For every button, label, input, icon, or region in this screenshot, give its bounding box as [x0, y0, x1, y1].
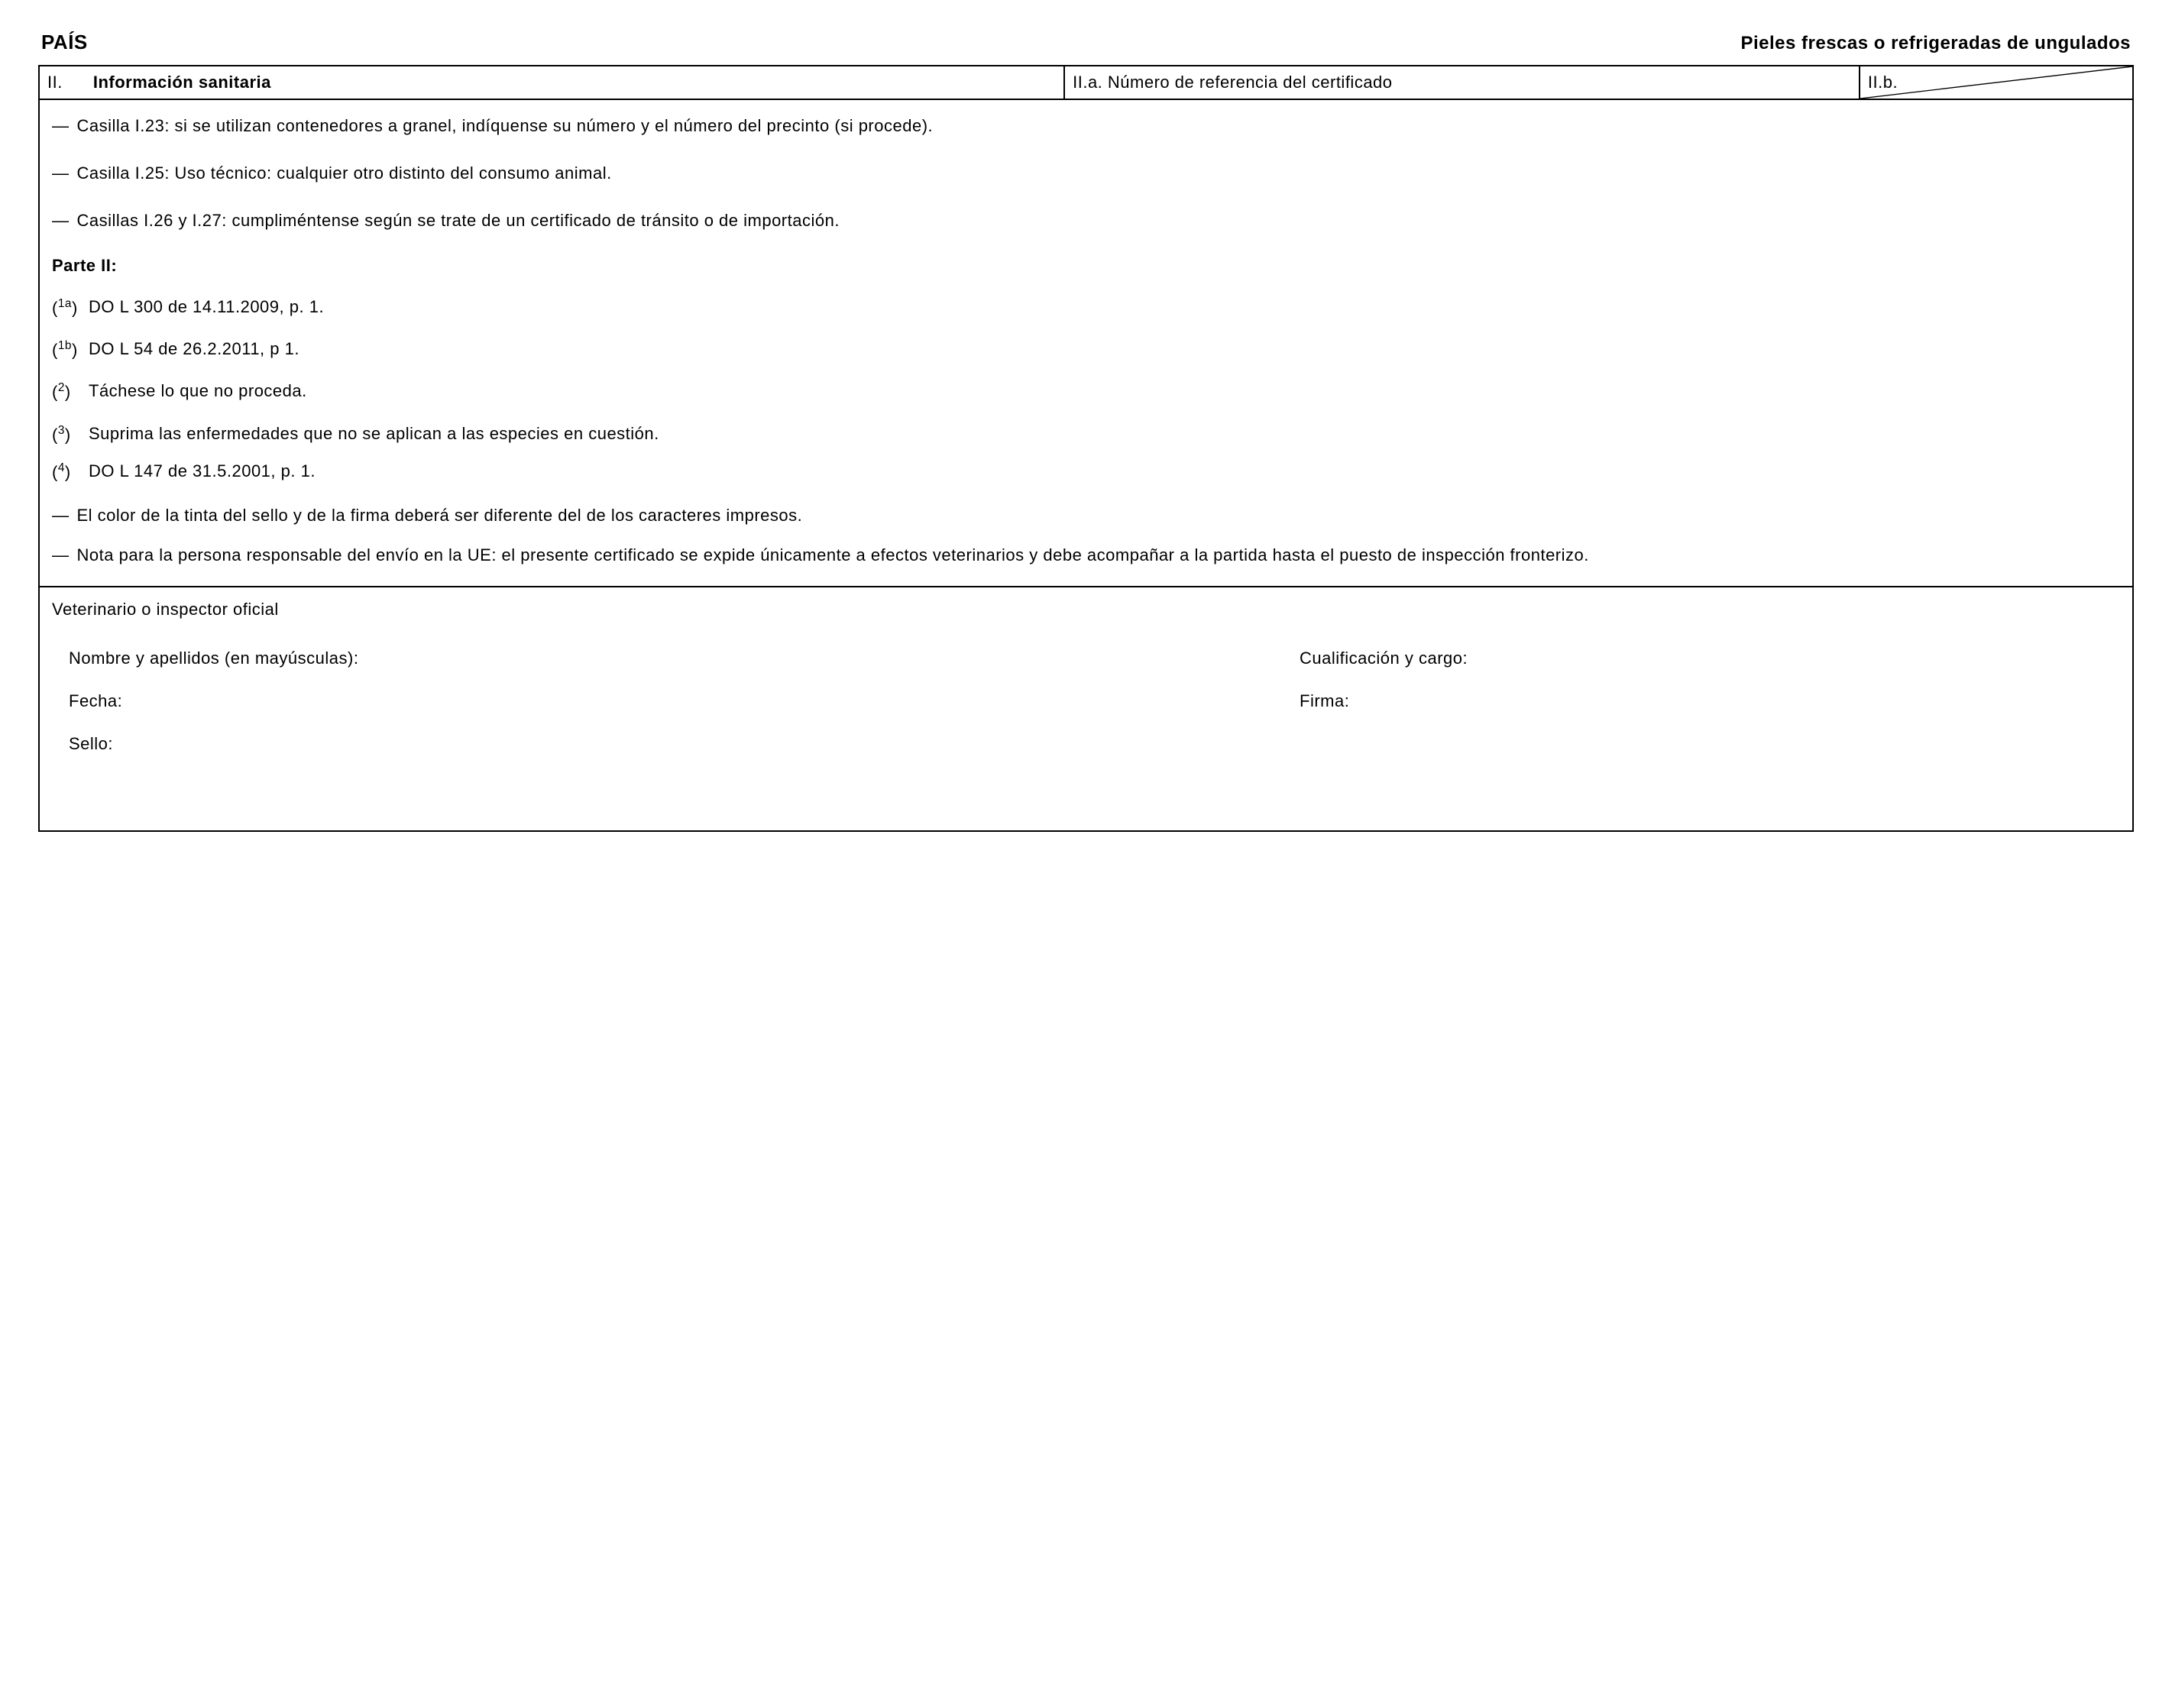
header-cell-iib: II.b.	[1860, 66, 2132, 99]
section-number: II.	[47, 73, 63, 92]
footnote-text: DO L 300 de 14.11.2009, p. 1.	[89, 297, 2120, 318]
footnote-mark: (1b)	[52, 339, 78, 360]
note-text: Casilla I.25: Uso técnico: cualquier otr…	[77, 161, 2121, 186]
note-text: Casilla I.23: si se utilizan contenedore…	[77, 114, 2121, 138]
signature-row-name: Nombre y apellidos (en mayúsculas): Cual…	[52, 649, 2120, 668]
note-casilla-25: — Casilla I.25: Uso técnico: cualquier o…	[52, 161, 2120, 186]
note-text: Nota para la persona responsable del env…	[77, 543, 2121, 568]
header-cell-ii: II. Información sanitaria	[40, 66, 1065, 99]
date-label: Fecha:	[69, 691, 1300, 711]
footnote-mark: (4)	[52, 461, 78, 482]
country-label: PAÍS	[41, 31, 88, 54]
footnote-sup: 4	[58, 461, 65, 474]
footnote-text: Táchese lo que no proceda.	[89, 381, 2120, 402]
dash-icon: —	[52, 161, 70, 186]
signature-row-stamp: Sello:	[52, 734, 2120, 754]
footnote-sup: 3	[58, 424, 65, 437]
footnote-mark: (3)	[52, 424, 78, 445]
empty-cell	[1300, 734, 2120, 754]
certificate-box: II. Información sanitaria II.a. Número d…	[38, 65, 2134, 832]
section-header-row: II. Información sanitaria II.a. Número d…	[40, 66, 2132, 100]
info-body: — Casilla I.23: si se utilizan contenedo…	[40, 100, 2132, 587]
section-title: Información sanitaria	[93, 73, 271, 92]
stamp-label: Sello:	[69, 734, 1300, 754]
footnote-mark: (1a)	[52, 297, 78, 318]
note-responsible-person: — Nota para la persona responsable del e…	[52, 543, 2120, 568]
signatory-title: Veterinario o inspector oficial	[52, 600, 2120, 619]
footnote-2: (2) Táchese lo que no proceda.	[52, 381, 2120, 402]
footnote-4: (4) DO L 147 de 31.5.2001, p. 1.	[52, 461, 2120, 482]
dash-icon: —	[52, 543, 70, 568]
page-header: PAÍS Pieles frescas o refrigeradas de un…	[38, 31, 2134, 54]
signature-label: Firma:	[1300, 691, 2120, 711]
dash-icon: —	[52, 114, 70, 138]
note-casilla-23: — Casilla I.23: si se utilizan contenedo…	[52, 114, 2120, 138]
note-text: Casillas I.26 y I.27: cumpliméntense seg…	[77, 209, 2121, 233]
footnote-text: DO L 147 de 31.5.2001, p. 1.	[89, 461, 2120, 482]
parte-ii-title: Parte II:	[52, 256, 2120, 276]
signature-row-date: Fecha: Firma:	[52, 691, 2120, 711]
header-cell-iia: II.a. Número de referencia del certifica…	[1065, 66, 1860, 99]
name-label: Nombre y apellidos (en mayúsculas):	[69, 649, 1300, 668]
note-ink-color: — El color de la tinta del sello y de la…	[52, 503, 2120, 528]
dash-icon: —	[52, 209, 70, 233]
signature-block: Veterinario o inspector oficial Nombre y…	[40, 587, 2132, 830]
note-casilla-2627: — Casillas I.26 y I.27: cumpliméntense s…	[52, 209, 2120, 233]
footnote-sup: 1a	[58, 297, 72, 310]
footnote-mark: (2)	[52, 381, 78, 402]
document-type-label: Pieles frescas o refrigeradas de ungulad…	[1740, 33, 2131, 54]
note-text: El color de la tinta del sello y de la f…	[77, 503, 2121, 528]
dash-icon: —	[52, 503, 70, 528]
footnote-text: Suprima las enfermedades que no se aplic…	[89, 424, 2120, 445]
footnote-1b: (1b) DO L 54 de 26.2.2011, p 1.	[52, 339, 2120, 360]
footnote-text: DO L 54 de 26.2.2011, p 1.	[89, 339, 2120, 360]
footnote-1a: (1a) DO L 300 de 14.11.2009, p. 1.	[52, 297, 2120, 318]
diagonal-strike-icon	[1860, 66, 2132, 99]
qualification-label: Cualificación y cargo:	[1300, 649, 2120, 668]
footnote-3: (3) Suprima las enfermedades que no se a…	[52, 424, 2120, 445]
footnote-sup: 1b	[58, 339, 72, 352]
footnote-sup: 2	[58, 381, 65, 394]
